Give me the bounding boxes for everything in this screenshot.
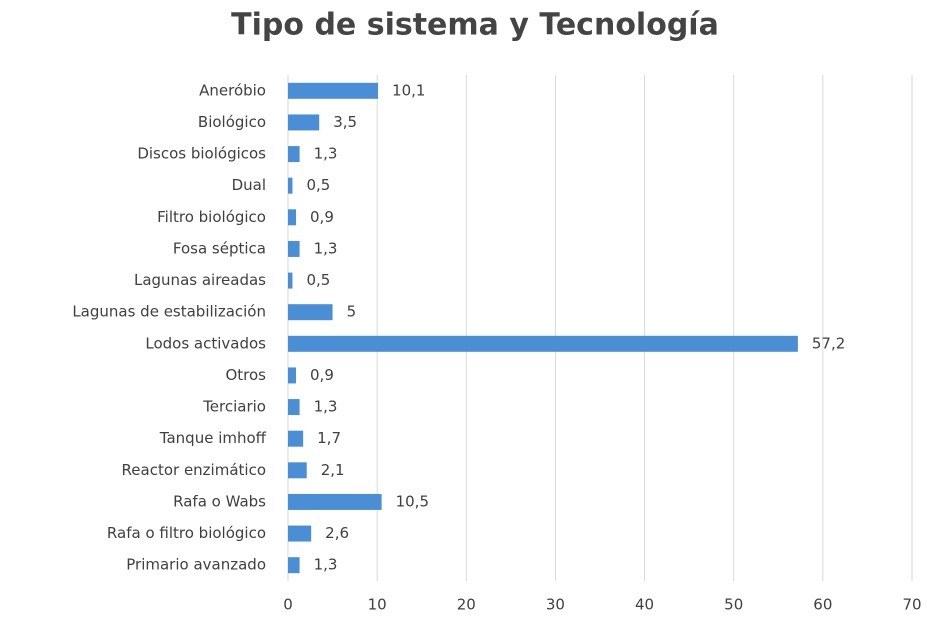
data-label: 1,3 <box>314 556 338 574</box>
x-tick-label: 20 <box>457 596 476 614</box>
y-tick-label: Reactor enzimático <box>122 461 266 479</box>
y-tick-label: Otros <box>225 366 266 384</box>
y-tick-label: Lagunas aireadas <box>134 271 266 289</box>
y-tick-label: Rafa o Wabs <box>173 492 266 510</box>
bar <box>288 493 382 510</box>
y-tick-label: Fosa séptica <box>173 239 266 257</box>
data-label: 3,5 <box>333 113 357 131</box>
bar <box>288 462 307 479</box>
y-tick-label: Lagunas de estabilización <box>72 303 266 321</box>
x-tick-label: 40 <box>635 596 654 614</box>
bar <box>288 114 320 131</box>
y-tick-label: Dual <box>232 176 266 194</box>
data-label: 2,6 <box>325 524 349 542</box>
data-label: 0,9 <box>310 208 334 226</box>
bar <box>288 399 300 416</box>
y-tick-label: Tanque imhoff <box>159 429 267 447</box>
data-label: 1,3 <box>314 145 338 163</box>
data-label: 0,5 <box>306 271 330 289</box>
y-tick-label: Primario avanzado <box>126 556 266 574</box>
x-tick-label: 60 <box>813 596 832 614</box>
data-label: 1,3 <box>314 239 338 257</box>
x-tick-label: 70 <box>902 596 921 614</box>
data-label: 0,9 <box>310 366 334 384</box>
x-tick-label: 10 <box>368 596 387 614</box>
y-tick-label: Aneróbio <box>199 81 266 99</box>
bar <box>288 304 333 321</box>
bar <box>288 209 297 226</box>
y-tick-label: Lodos activados <box>145 334 266 352</box>
y-tick-label: Filtro biológico <box>157 208 266 226</box>
bar <box>288 335 798 352</box>
data-label: 5 <box>347 303 357 321</box>
x-tick-label: 0 <box>283 596 293 614</box>
bar <box>288 146 300 163</box>
x-tick-label: 30 <box>546 596 565 614</box>
bar <box>288 430 304 447</box>
bar <box>288 240 300 257</box>
data-label: 10,1 <box>392 81 425 99</box>
data-label: 0,5 <box>306 176 330 194</box>
bar <box>288 525 312 542</box>
bar <box>288 557 300 574</box>
data-label: 2,1 <box>321 461 345 479</box>
y-tick-label: Biológico <box>198 113 266 131</box>
bar <box>288 177 293 194</box>
bar <box>288 82 379 99</box>
chart-title: Tipo de sistema y Tecnología <box>231 8 719 43</box>
data-label: 1,7 <box>317 429 341 447</box>
y-tick-label: Discos biológicos <box>137 145 266 163</box>
data-label: 10,5 <box>396 492 429 510</box>
y-tick-label: Rafa o filtro biológico <box>107 524 266 542</box>
x-tick-label: 50 <box>724 596 743 614</box>
data-label: 1,3 <box>314 398 338 416</box>
data-label: 57,2 <box>812 334 845 352</box>
y-tick-label: Terciario <box>202 398 266 416</box>
bar <box>288 272 293 289</box>
bar <box>288 367 297 384</box>
